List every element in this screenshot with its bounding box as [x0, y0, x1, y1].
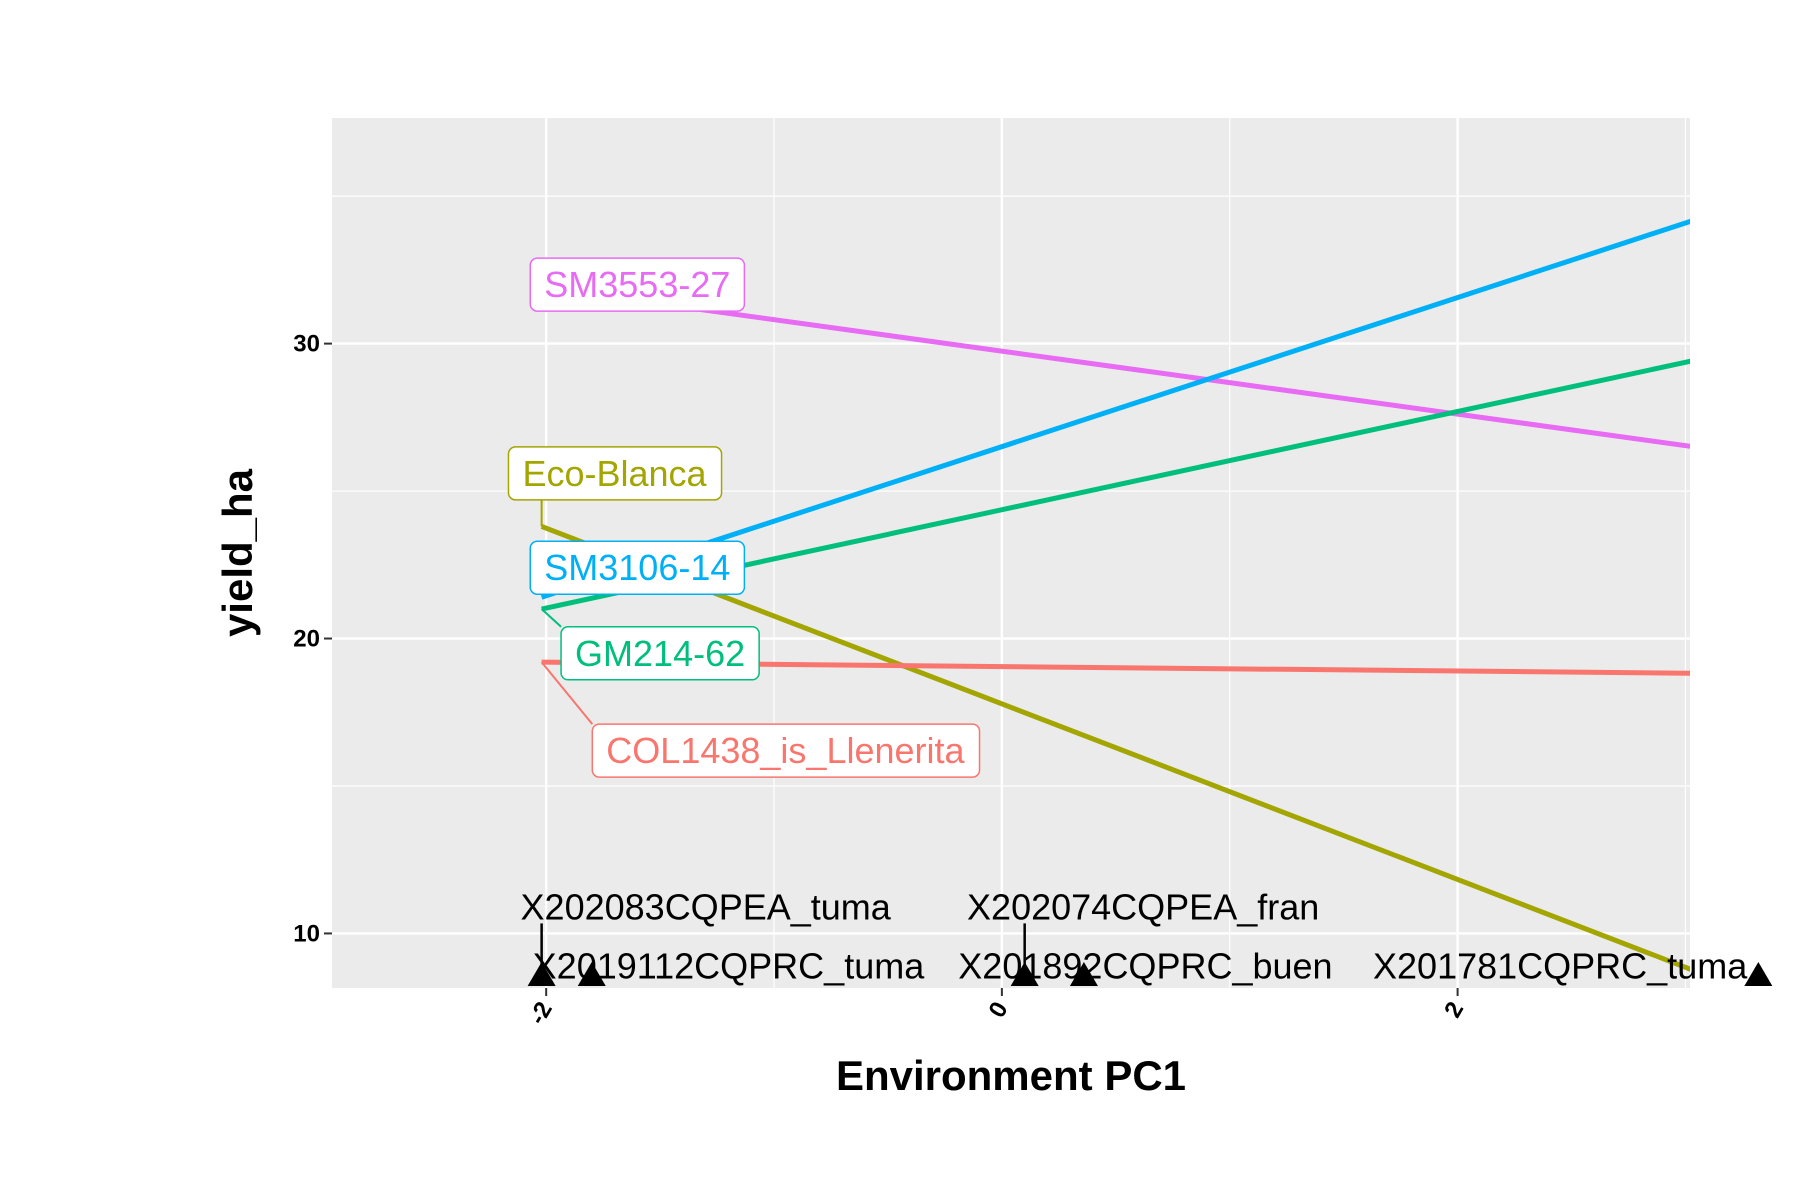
series-label-box: [507, 446, 723, 501]
series-line-eco-blanca: [540, 524, 1690, 972]
series-label-text: GM214-62: [575, 633, 745, 674]
y-tick-label: 30: [293, 331, 320, 358]
series-label-box: [591, 723, 981, 778]
series-label-box: [529, 540, 746, 595]
series-label-box: [560, 626, 760, 681]
series-label-text: SM3553-27: [544, 264, 730, 305]
series-labels: SM3553-27 SM3106-14 GM214-62 Eco-Blanca COL1…: [507, 257, 981, 778]
series-label-sm3106-14: SM3106-14: [529, 540, 746, 595]
environment-markers: [527, 962, 1773, 986]
environment-marker: [577, 962, 606, 986]
series-label-box: [529, 257, 746, 312]
series-label-gm214-62: GM214-62: [560, 626, 760, 681]
series-label-connector: [540, 661, 594, 725]
environment-marker: [1744, 962, 1773, 986]
series-label-text: Eco-Blanca: [522, 453, 707, 494]
series-line-sm3106-14: [540, 218, 1690, 600]
y-tick-label: 20: [293, 626, 320, 653]
environment-labels: X202083CQPEA_tuma X2019112CQPRC_tuma X2020…: [521, 886, 1749, 986]
x-tick-label: 0: [984, 997, 1014, 1022]
series-label-col1438-is-llenerita: COL1438_is_Llenerita: [591, 723, 981, 778]
environment-label-x201892cqprc-buen: X201892CQPRC_buen: [958, 945, 1332, 986]
series-label-connector: [540, 608, 562, 628]
environment-label-x202083cqpea-tuma: X202083CQPEA_tuma: [521, 886, 892, 927]
series-line-sm3553-27: [541, 285, 1690, 449]
x-tick-label: 2: [1439, 997, 1469, 1022]
series-label-text: COL1438_is_Llenerita: [606, 730, 965, 771]
x-axis-title: Environment PC1: [836, 1052, 1186, 1099]
environment-marker: [1069, 962, 1098, 986]
y-tick-label: 10: [293, 920, 320, 947]
series-label-eco-blanca: Eco-Blanca: [507, 446, 723, 501]
y-axis-title: yield_ha: [214, 468, 261, 637]
x-tick-label: -2: [524, 997, 558, 1029]
series-label-sm3553-27: SM3553-27: [529, 257, 746, 312]
environment-label-x201781cqprc-tuma: X201781CQPRC_tuma: [1373, 945, 1748, 986]
environment-label-x202074cqpea-fran: X202074CQPEA_fran: [967, 886, 1319, 927]
series-label-text: SM3106-14: [544, 547, 730, 588]
series-lines: [540, 218, 1690, 972]
minor-grid: [332, 118, 1690, 988]
label-connectors: [540, 499, 594, 725]
major-grid: [332, 118, 1690, 988]
environment-label-x2019112cqprc-tuma: X2019112CQPRC_tuma: [533, 945, 926, 986]
y-axis: 10 20 30: [293, 331, 332, 947]
x-axis: -2 0 2: [524, 988, 1469, 1029]
